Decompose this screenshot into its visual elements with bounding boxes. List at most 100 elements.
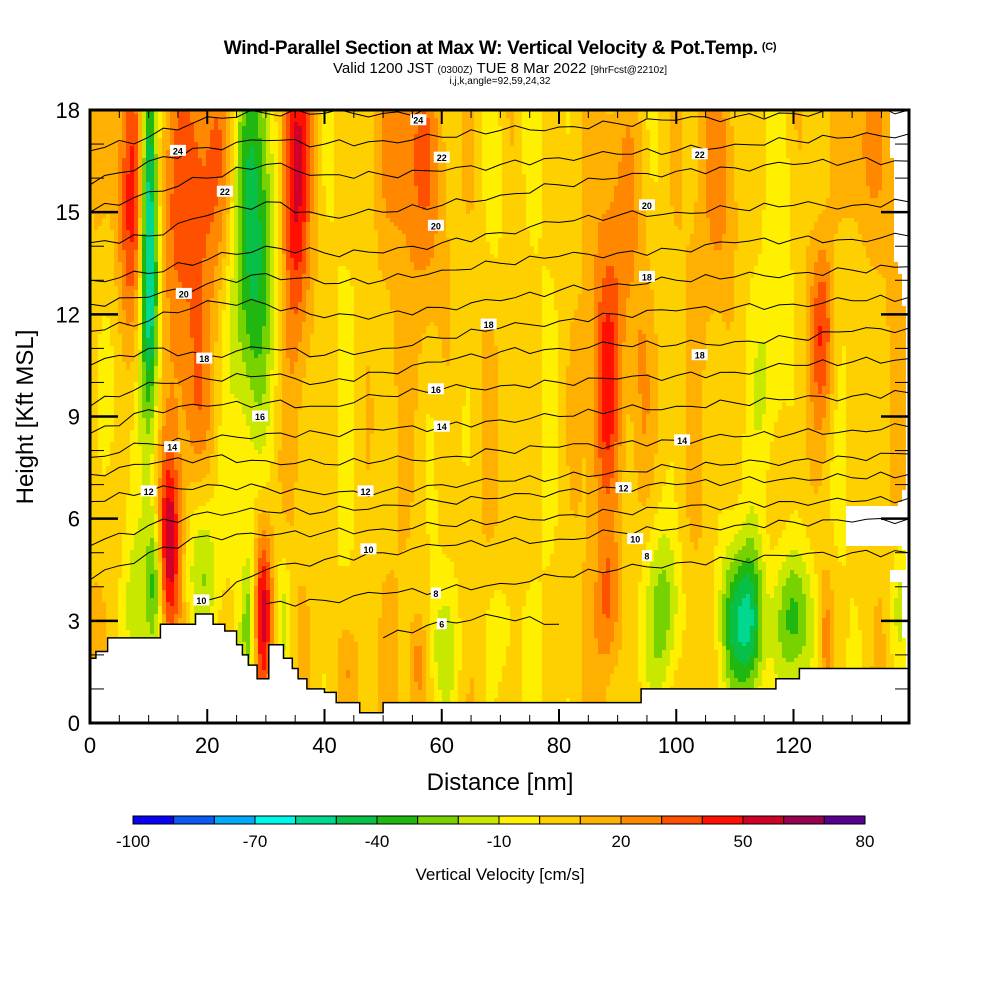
velocity-cell	[270, 374, 278, 378]
velocity-cell	[146, 138, 150, 142]
velocity-cell	[686, 258, 734, 262]
velocity-cell	[270, 414, 274, 418]
velocity-cell	[138, 246, 142, 250]
velocity-cell	[670, 186, 682, 190]
velocity-cell	[278, 378, 282, 382]
velocity-cell	[162, 142, 170, 146]
velocity-cell	[170, 322, 190, 326]
velocity-cell	[386, 198, 418, 202]
velocity-cell	[230, 134, 234, 138]
velocity-cell	[234, 114, 238, 118]
velocity-cell	[246, 310, 266, 314]
velocity-cell	[138, 334, 142, 338]
velocity-cell	[178, 382, 194, 386]
velocity-cell	[134, 214, 138, 218]
velocity-cell	[826, 370, 830, 374]
velocity-cell	[146, 114, 154, 118]
velocity-cell	[522, 150, 542, 154]
velocity-cell	[746, 334, 794, 338]
velocity-cell	[258, 210, 266, 214]
velocity-cell	[622, 342, 638, 346]
velocity-cell	[122, 122, 126, 126]
velocity-cell	[718, 310, 734, 314]
velocity-cell	[158, 382, 162, 386]
velocity-cell	[166, 214, 170, 218]
velocity-cell	[610, 202, 634, 206]
velocity-cell	[318, 242, 378, 246]
velocity-cell	[126, 138, 138, 142]
velocity-cell	[114, 382, 134, 386]
velocity-cell	[290, 158, 294, 162]
velocity-cell	[242, 402, 258, 406]
velocity-cell	[650, 146, 658, 150]
velocity-cell	[338, 430, 354, 434]
velocity-cell	[278, 170, 282, 174]
velocity-cell	[542, 154, 582, 158]
velocity-cell	[286, 126, 290, 130]
velocity-cell	[526, 194, 542, 198]
velocity-cell	[210, 390, 214, 394]
velocity-cell	[706, 358, 746, 362]
velocity-cell	[158, 158, 162, 162]
velocity-cell	[242, 354, 254, 358]
velocity-cell	[594, 402, 598, 406]
velocity-cell	[274, 234, 278, 238]
velocity-cell	[218, 318, 222, 322]
velocity-cell	[766, 138, 786, 142]
velocity-cell	[618, 330, 626, 334]
velocity-cell	[282, 406, 302, 410]
velocity-cell	[270, 186, 274, 190]
velocity-cell	[262, 170, 266, 174]
velocity-cell	[558, 310, 574, 314]
velocity-cell	[614, 414, 618, 418]
velocity-cell	[266, 370, 270, 374]
velocity-cell	[830, 362, 834, 366]
velocity-cell	[482, 126, 502, 130]
velocity-cell	[202, 306, 210, 310]
velocity-cell	[670, 198, 682, 202]
velocity-cell	[706, 350, 746, 354]
velocity-cell	[270, 122, 278, 126]
velocity-cell	[218, 310, 222, 314]
velocity-cell	[542, 386, 558, 390]
velocity-cell	[542, 270, 550, 274]
velocity-cell	[282, 254, 286, 258]
velocity-cell	[186, 422, 210, 426]
velocity-cell	[778, 418, 806, 422]
velocity-cell	[862, 138, 882, 142]
velocity-cell	[306, 226, 310, 230]
velocity-cell	[582, 226, 598, 230]
velocity-cell	[262, 258, 266, 262]
velocity-cell	[178, 110, 190, 114]
velocity-cell	[294, 198, 302, 202]
velocity-cell	[266, 290, 270, 294]
velocity-cell	[226, 222, 230, 226]
velocity-cell	[294, 190, 302, 194]
velocity-cell	[302, 190, 306, 194]
velocity-cell	[162, 226, 166, 230]
velocity-cell	[146, 182, 150, 186]
velocity-cell	[166, 190, 174, 194]
velocity-cell	[318, 130, 322, 134]
velocity-cell	[154, 422, 158, 426]
velocity-cell	[146, 314, 154, 318]
velocity-cell	[270, 202, 274, 206]
velocity-cell	[706, 166, 726, 170]
velocity-cell	[394, 222, 438, 226]
velocity-cell	[190, 326, 202, 330]
velocity-cell	[138, 206, 142, 210]
velocity-cell	[710, 318, 722, 322]
velocity-cell	[282, 374, 306, 378]
velocity-cell	[886, 302, 902, 306]
velocity-cell	[226, 298, 230, 302]
velocity-cell	[314, 150, 318, 154]
velocity-cell	[310, 186, 314, 190]
velocity-cell	[258, 166, 262, 170]
velocity-cell	[638, 386, 650, 390]
velocity-cell	[706, 134, 726, 138]
velocity-cell	[318, 146, 322, 150]
velocity-cell	[162, 174, 166, 178]
velocity-cell	[646, 230, 694, 234]
velocity-cell	[762, 242, 790, 246]
velocity-cell	[846, 350, 890, 354]
